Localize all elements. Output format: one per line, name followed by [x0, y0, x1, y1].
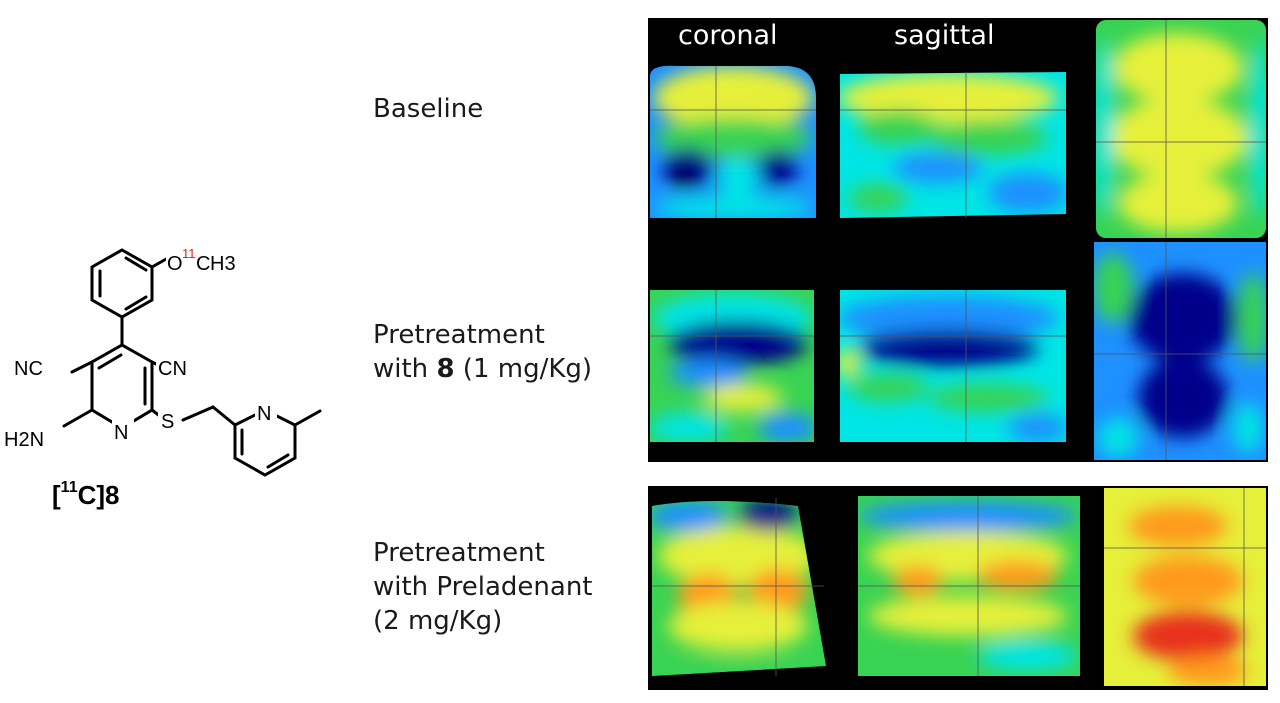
- preladenant-line1: Pretreatment: [373, 538, 545, 568]
- methoxy-isotope-label: 11: [182, 246, 196, 261]
- nitrile-right-label: CN: [158, 358, 187, 380]
- nitrile-left-label: NC: [14, 358, 43, 380]
- column-header-coronal: coronal: [678, 20, 778, 51]
- pyridine-ring: [90, 343, 154, 430]
- pretreatment-8-coronal-image: [650, 290, 814, 442]
- pet-panel-upper: coronal sagittal: [648, 18, 1268, 462]
- chemical-structure: O 11 C H3 NC CN H2N N S N: [2, 246, 322, 477]
- baseline-axial-image: [1096, 20, 1266, 238]
- row-label-preladenant: Pretreatment with Preladenant (2 mg/Kg): [373, 536, 593, 638]
- amino-label: H2N: [4, 429, 44, 451]
- methoxy-oxygen-label: O: [167, 253, 183, 275]
- methoxy-hydrogen-label: H3: [210, 253, 236, 275]
- pet-images-upper: [650, 20, 1266, 460]
- compound-number: 8: [436, 354, 455, 384]
- pet-panel-lower: [648, 486, 1268, 690]
- pretreatment-8-line1: Pretreatment: [373, 320, 545, 350]
- pretreatment-8-axial-image: [1094, 242, 1266, 460]
- row-label-baseline: Baseline: [373, 92, 483, 126]
- column-header-sagittal: sagittal: [894, 20, 995, 51]
- pretreatment-8-with: with: [373, 354, 437, 384]
- pretreatment-8-sagittal-image: [840, 290, 1066, 442]
- compound-label-prefix: [: [52, 480, 61, 510]
- baseline-coronal-image: [650, 65, 816, 218]
- preladenant-line3: (2 mg/Kg): [373, 606, 503, 636]
- pyridine-nitrogen-label: N: [114, 422, 128, 444]
- compound-label-rest: C]8: [77, 480, 120, 510]
- pet-images-preladenant: [652, 488, 1266, 686]
- preladenant-coronal-image: [652, 501, 826, 676]
- row-label-pretreatment-8: Pretreatment with 8 (1 mg/Kg): [373, 318, 592, 386]
- methoxy-carbon-label: C: [196, 253, 210, 275]
- methylpyridine-nitrogen-label: N: [257, 403, 271, 425]
- preladenant-axial-image: [1104, 488, 1266, 686]
- baseline-sagittal-image: [840, 72, 1066, 218]
- compound-label-isotope: 11: [60, 479, 78, 497]
- compound-label: [11C]8: [52, 479, 120, 511]
- sulfur-label: S: [161, 411, 174, 433]
- pretreatment-8-dose: (1 mg/Kg): [454, 354, 593, 384]
- pretreatment-8-line2: with 8 (1 mg/Kg): [373, 352, 592, 386]
- preladenant-line2: with Preladenant: [373, 572, 593, 602]
- baseline-label: Baseline: [373, 94, 484, 124]
